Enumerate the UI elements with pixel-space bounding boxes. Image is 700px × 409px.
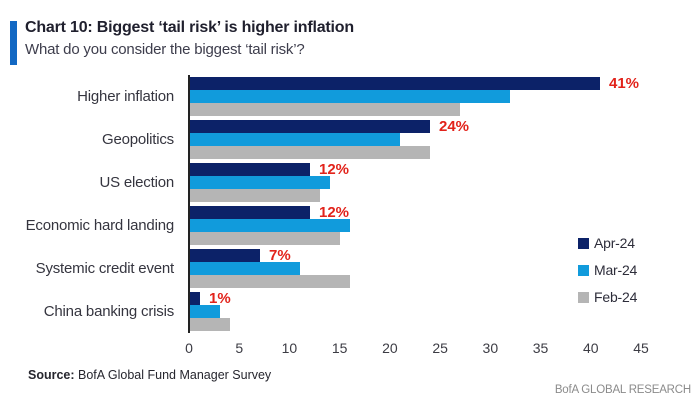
bar-row — [190, 262, 640, 275]
bar-mar-24 — [190, 305, 220, 318]
bar-mar-24 — [190, 176, 330, 189]
bar-group: 7% — [190, 247, 640, 290]
category-label: Systemic credit event — [35, 260, 175, 277]
value-label: 7% — [269, 247, 291, 264]
source-label: Source: — [28, 368, 75, 382]
bar-feb-24 — [190, 103, 460, 116]
x-tick-label: 10 — [281, 340, 298, 356]
x-tick-label: 25 — [432, 340, 448, 356]
bar-row: 41% — [190, 75, 640, 92]
x-tick-label: 5 — [235, 340, 244, 356]
bar-group: 1% — [190, 290, 640, 333]
legend-label: Apr-24 — [594, 235, 635, 251]
value-label: 1% — [208, 290, 231, 307]
legend-label: Feb-24 — [594, 289, 638, 305]
category-label: Economic hard landing — [25, 217, 175, 234]
x-tick-label: 35 — [532, 340, 549, 356]
bar-row: 24% — [190, 118, 640, 135]
bar-row — [190, 146, 640, 159]
legend-item: Mar-24 — [578, 262, 637, 278]
x-tick-label: 45 — [633, 340, 649, 356]
bar-row — [190, 275, 640, 288]
title-accent-bar — [10, 21, 17, 65]
bar-mar-24 — [190, 90, 510, 103]
bar-apr-24 — [190, 292, 200, 305]
source-text: BofA Global Fund Manager Survey — [74, 368, 272, 382]
x-tick-label: 20 — [382, 340, 398, 356]
bar-group: 41% — [190, 75, 640, 118]
bar-row: 12% — [190, 204, 640, 221]
chart-title: Chart 10: Biggest ‘tail risk’ is higher … — [25, 19, 354, 36]
legend: Apr-24 Mar-24 Feb-24 — [578, 235, 637, 316]
legend-swatch — [578, 291, 589, 303]
bar-apr-24 — [190, 120, 430, 133]
source-line: Source: BofA Global Fund Manager Survey — [28, 368, 271, 382]
category-label: US election — [99, 174, 174, 191]
x-tick-label: 30 — [482, 340, 499, 356]
bar-apr-24 — [190, 77, 600, 90]
bar-row — [190, 103, 640, 116]
bar-row — [190, 219, 640, 232]
bar-row — [190, 90, 640, 103]
value-label: 41% — [609, 75, 640, 92]
bar-feb-24 — [190, 189, 320, 202]
bar-row — [190, 189, 640, 202]
value-label: 12% — [319, 204, 350, 221]
legend-label: Mar-24 — [594, 262, 638, 278]
bar-row: 7% — [190, 247, 640, 264]
bar-row: 1% — [190, 290, 640, 307]
bar-feb-24 — [190, 146, 430, 159]
bar-mar-24 — [190, 262, 300, 275]
bar-group: 12% — [190, 204, 640, 247]
plot-area: 41% 24% 12% 12% 7% 1% — [188, 75, 640, 333]
category-labels: Higher inflation Geopolitics US election Ec… — [0, 75, 181, 333]
bar-apr-24 — [190, 163, 310, 176]
bar-mar-24 — [190, 219, 350, 232]
bar-row: 12% — [190, 161, 640, 178]
legend-swatch — [578, 264, 589, 276]
bar-row — [190, 305, 640, 318]
chart-subtitle: What do you consider the biggest ‘tail r… — [25, 41, 305, 58]
brand-text: BofA GLOBAL RESEARCH — [554, 384, 691, 396]
bar-row — [190, 133, 640, 146]
bar-feb-24 — [190, 232, 340, 245]
x-tick-label: 0 — [185, 340, 193, 356]
bar-group: 12% — [190, 161, 640, 204]
x-tick-label: 15 — [331, 340, 348, 356]
bar-feb-24 — [190, 275, 350, 288]
bar-row — [190, 318, 640, 331]
legend-item: Apr-24 — [578, 235, 637, 251]
category-label: Geopolitics — [101, 131, 174, 148]
category-label: China banking crisis — [43, 303, 174, 320]
bar-row — [190, 176, 640, 189]
bar-apr-24 — [190, 249, 260, 262]
bar-group: 24% — [190, 118, 640, 161]
x-axis-ticks: 0 5 10 15 20 25 30 35 40 45 — [185, 340, 649, 356]
legend-swatch — [578, 237, 589, 249]
bar-mar-24 — [190, 133, 400, 146]
value-label: 24% — [439, 118, 470, 135]
x-tick-label: 40 — [582, 340, 599, 356]
bar-apr-24 — [190, 206, 310, 219]
category-label: Higher inflation — [77, 88, 174, 105]
bar-feb-24 — [190, 318, 230, 331]
value-label: 12% — [319, 161, 350, 178]
bar-row — [190, 232, 640, 245]
legend-item: Feb-24 — [578, 289, 637, 305]
